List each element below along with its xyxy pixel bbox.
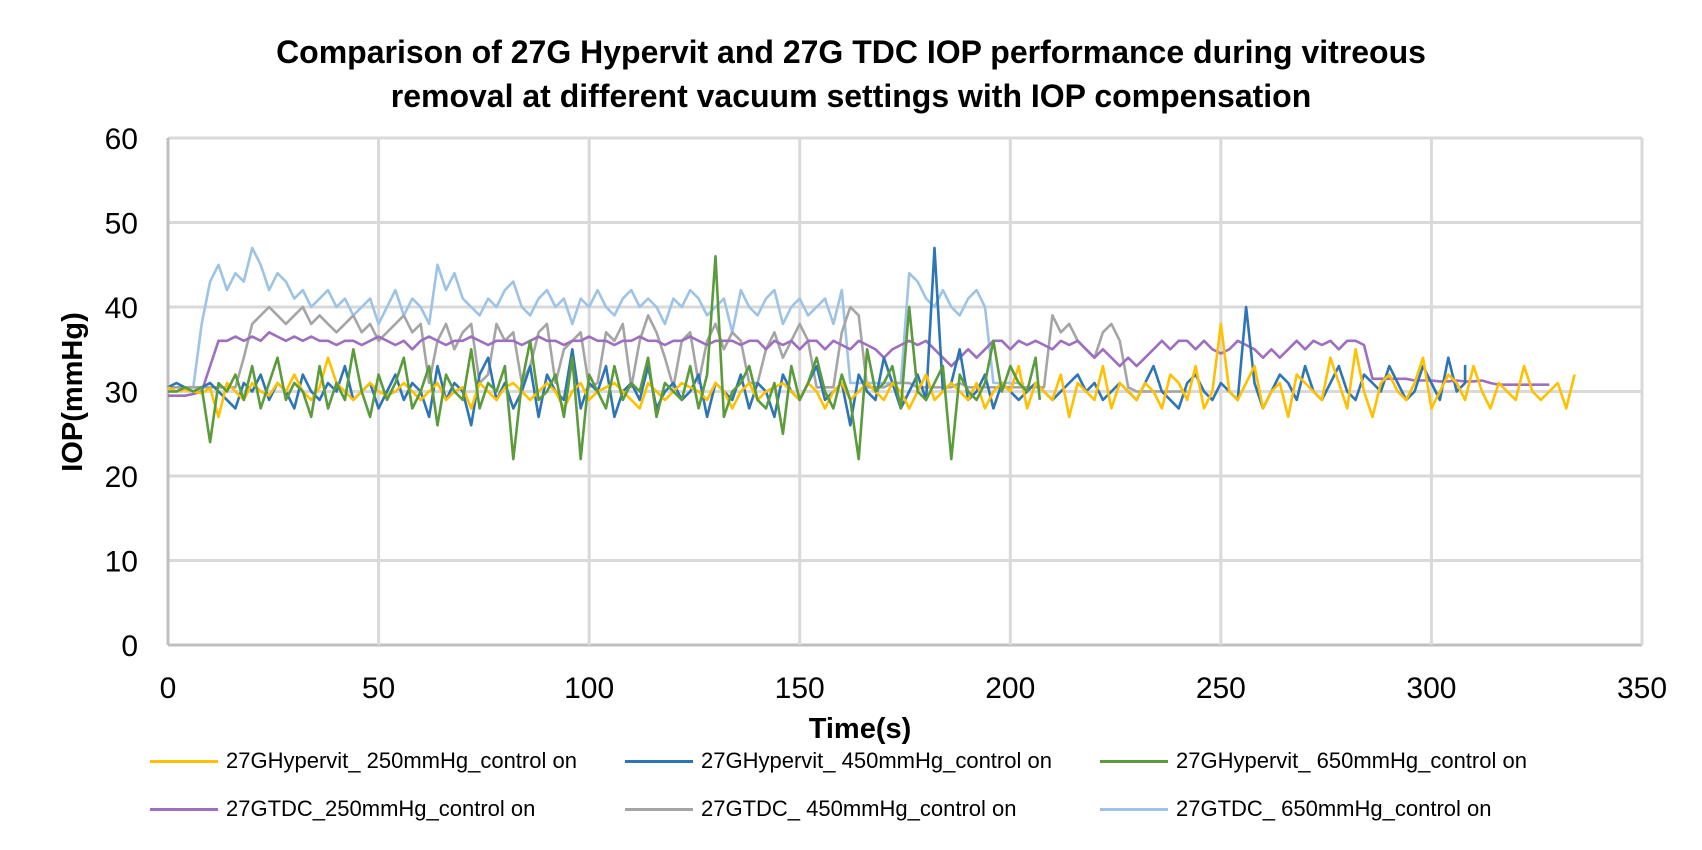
legend-label: 27GHypervit_ 450mmHg_control on xyxy=(701,748,1052,773)
legend-swatch xyxy=(625,759,693,763)
y-tick-label: 60 xyxy=(105,123,138,156)
x-tick-label: 50 xyxy=(362,672,395,705)
series-line-0 xyxy=(167,322,1576,419)
series-lines xyxy=(167,246,1576,461)
legend-label: 27GHypervit_ 650mmHg_control on xyxy=(1176,748,1527,773)
legend-label: 27GHypervit_ 250mmHg_control on xyxy=(226,748,577,773)
chart-title: Comparison of 27G Hypervit and 27G TDC I… xyxy=(0,30,1702,118)
legend-item[interactable]: 27GTDC_250mmHg_control on xyxy=(150,796,535,822)
legend-label: 27GTDC_ 450mmHg_control on xyxy=(701,796,1017,821)
x-tick-label: 250 xyxy=(1196,672,1246,705)
series-line-4 xyxy=(168,305,1188,393)
x-tick-label: 100 xyxy=(564,672,614,705)
gridlines xyxy=(166,136,1644,647)
x-tick-label: 300 xyxy=(1406,672,1456,705)
y-tick-label: 30 xyxy=(105,377,138,410)
series-line-5 xyxy=(168,246,1025,389)
y-axis-label: IOP(mmHg) xyxy=(57,312,89,472)
x-tick-label: 200 xyxy=(985,672,1035,705)
y-axis-ticks: 0 10 20 30 40 50 60 xyxy=(105,123,138,663)
series-line-2 xyxy=(168,254,1042,461)
series-line-3 xyxy=(168,330,1550,398)
y-tick-label: 0 xyxy=(121,630,138,663)
legend-item[interactable]: 27GHypervit_ 650mmHg_control on xyxy=(1100,748,1527,774)
x-tick-label: 350 xyxy=(1617,672,1667,705)
legend-swatch xyxy=(150,759,218,763)
legend-label: 27GTDC_ 650mmHg_control on xyxy=(1176,796,1492,821)
legend-swatch xyxy=(150,807,218,811)
y-tick-label: 10 xyxy=(105,546,138,579)
x-tick-label: 0 xyxy=(160,672,177,705)
y-tick-label: 40 xyxy=(105,292,138,325)
legend-item[interactable]: 27GTDC_ 450mmHg_control on xyxy=(625,796,1016,822)
chart-title-line-2: removal at different vacuum settings wit… xyxy=(390,78,1312,114)
y-tick-label: 50 xyxy=(105,208,138,241)
series-line-1 xyxy=(167,246,1467,427)
chart-title-line-1: Comparison of 27G Hypervit and 27G TDC I… xyxy=(276,34,1426,70)
legend-swatch xyxy=(1100,807,1168,811)
legend-label: 27GTDC_250mmHg_control on xyxy=(226,796,536,821)
x-axis-ticks: 0 50 100 150 200 250 300 350 xyxy=(160,672,1667,705)
x-axis-label: Time(s) xyxy=(809,713,912,745)
x-tick-label: 150 xyxy=(775,672,825,705)
legend-item[interactable]: 27GHypervit_ 450mmHg_control on xyxy=(625,748,1052,774)
legend-swatch xyxy=(625,807,693,811)
legend-swatch xyxy=(1100,759,1168,763)
legend-item[interactable]: 27GHypervit_ 250mmHg_control on xyxy=(150,748,577,774)
y-tick-label: 20 xyxy=(105,461,138,494)
legend-item[interactable]: 27GTDC_ 650mmHg_control on xyxy=(1100,796,1491,822)
